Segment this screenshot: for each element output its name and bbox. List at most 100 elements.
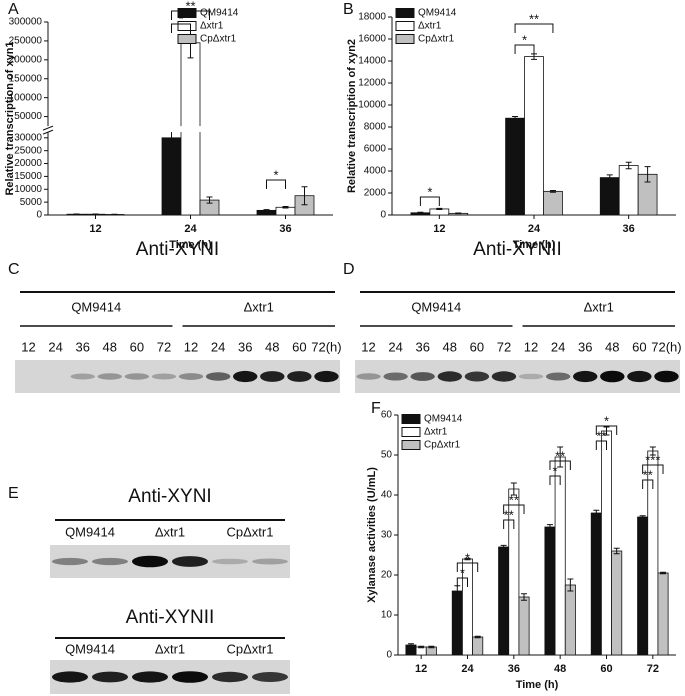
significance-label: * [178,11,183,26]
y-tick-label: 10000 [358,100,386,111]
x-tick-label: 48 [554,663,566,675]
group-label: QM9414 [65,524,115,539]
x-axis-title: Time (h) [516,679,559,691]
band [654,370,679,383]
error-bar [512,116,519,121]
band [97,373,122,380]
group-label: QM9414 [411,299,461,314]
bar [505,117,525,216]
significance-label: * [553,463,558,478]
y-tick-label: 2000 [364,188,387,199]
panel-label: D [343,261,355,278]
lane-label: 36 [75,339,89,354]
significance-bracket [171,23,191,33]
bar [498,546,510,656]
legend-swatch [395,34,415,44]
error-bar-line [417,211,424,214]
y-axis-title: Relative transcription of xyn1 [4,41,16,195]
axis-break-gap [42,126,333,133]
panel-label: F [371,400,381,417]
legend-swatch [401,440,421,450]
error-bar [521,593,528,601]
lane-label: 12 [524,339,538,354]
y-tick-label: 15000 [14,171,42,182]
error-bar [644,166,651,183]
significance-label: ** [504,507,514,522]
significance-bracket [595,440,607,450]
x-tick-label: 72 [647,663,659,675]
x-tick-label: 36 [279,223,291,235]
error-bar-line [593,509,600,517]
legend-label: QM9414 [418,8,457,19]
significance-bracket [456,562,479,572]
significance-bracket [456,577,468,587]
y-tick-label: 25000 [14,145,42,156]
significance-label: * [465,550,470,565]
lane-label: 60 [632,339,646,354]
significance-label: ** [643,467,653,482]
y-tick-label: 10000 [14,184,42,195]
band [233,370,258,383]
blot-image [355,360,680,393]
y-tick-label: 20 [381,570,393,581]
significance-bracket [549,475,561,485]
x-tick-label: 24 [528,223,541,235]
y-tick-label: 30 [381,530,393,541]
error-bar [603,426,610,436]
error-bar [606,174,613,181]
y-tick-label: 6000 [364,144,387,155]
group-label: Δxtr1 [244,299,274,314]
legend-swatch [395,21,415,31]
error-bar-line [546,524,553,530]
blot-title: Anti-XYNI [128,486,211,507]
band [287,371,312,382]
significance-bracket [503,519,515,529]
error-bar [474,635,481,639]
error-bar-line [549,189,556,193]
error-bar [417,211,424,214]
bar [472,636,484,656]
band [124,373,150,380]
y-tick-label: 8000 [364,122,387,133]
error-bar [455,212,462,215]
bar [543,190,563,216]
error-bar-line [464,557,471,561]
y-tick-label: 150000 [9,73,43,84]
y-tick-label: 50000 [14,111,42,122]
bar [544,526,556,656]
y-tick-label: 20000 [14,158,42,169]
bar [637,516,649,656]
bar [601,430,612,656]
band [252,558,288,565]
error-bar-line [436,207,443,210]
y-tick-label: 50 [381,450,393,461]
lane-label: 72 [157,339,171,354]
panel-label: E [8,485,19,502]
band [70,373,95,380]
y-tick-label: 12000 [358,78,386,89]
error-bar [428,645,435,649]
error-bar [649,446,656,456]
lane-label: 72(h) [651,339,681,354]
bar [599,177,620,216]
error-bar-line [625,161,632,170]
error-bar [500,544,507,550]
error-bar-line [613,547,620,555]
band [627,370,652,383]
lane-label: 48 [265,339,279,354]
band [92,671,128,683]
error-bar [418,645,425,649]
x-tick-label: 60 [600,663,612,675]
y-tick-label: 0 [386,650,392,661]
error-bar-line [500,544,507,550]
y-tick-label: 300000 [9,17,43,28]
band [383,372,408,381]
significance-bracket [419,196,440,206]
lane-label: 60 [292,339,306,354]
x-tick-label: 24 [184,223,197,235]
significance-label: ** [185,0,195,13]
bar [524,56,544,216]
significance-label: *** [645,452,660,467]
legend-swatch [177,8,197,18]
